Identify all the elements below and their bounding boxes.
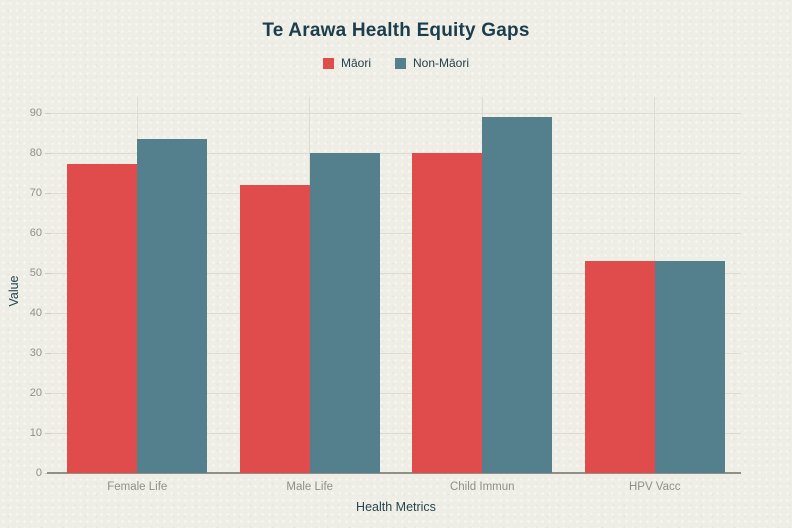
y-tick-label: 30 — [29, 347, 42, 359]
y-tick-label: 60 — [29, 227, 42, 239]
bar-maori-child-immun — [412, 153, 483, 473]
legend-item-non-maori[interactable]: Non-Māori — [395, 56, 469, 70]
y-tick-mark — [45, 192, 51, 194]
gridline-h — [51, 392, 741, 394]
bar-non-maori-female-life — [137, 139, 208, 473]
bar-non-maori-child-immun — [482, 117, 553, 473]
y-tick-mark — [45, 312, 51, 314]
gridline-h — [51, 152, 741, 154]
chart-title: Te Arawa Health Equity Gaps — [262, 20, 530, 41]
bar-maori-female-life — [67, 163, 138, 473]
y-tick-mark — [45, 152, 51, 154]
gridline-h — [51, 272, 741, 274]
y-tick-label: 0 — [35, 467, 42, 479]
y-tick-mark — [45, 112, 51, 114]
gridline-h — [51, 112, 741, 114]
gridline-h — [51, 192, 741, 194]
plot-area: 0 10 20 30 40 50 60 70 80 90 Female Life Male Life C… — [30, 97, 741, 493]
legend-item-maori[interactable]: Māori — [322, 56, 371, 70]
gridline-h — [51, 232, 741, 234]
legend-swatch-maori-icon — [322, 57, 334, 69]
y-tick-label: 20 — [29, 387, 42, 399]
y-tick-mark — [45, 272, 51, 274]
x-category-label: Female Life — [107, 481, 168, 493]
legend-swatch-non-maori-icon — [395, 57, 406, 69]
x-axis-line — [47, 472, 741, 474]
legend-label-maori: Māori — [340, 56, 371, 70]
x-category-label: Male Life — [286, 481, 334, 493]
bar-non-maori-male-life — [309, 153, 380, 473]
bar-non-maori-hpv-vacc — [654, 261, 725, 473]
y-tick-mark — [45, 432, 51, 434]
y-tick-label: 50 — [29, 267, 42, 279]
y-tick-label: 40 — [29, 307, 42, 319]
y-tick-label: 10 — [29, 427, 42, 439]
bar-maori-male-life — [239, 185, 310, 473]
y-axis-title: Value — [7, 275, 21, 307]
y-tick-mark — [45, 392, 51, 394]
x-category-label: HPV Vacc — [628, 481, 681, 493]
y-tick-label: 90 — [29, 107, 42, 119]
gridline-h — [51, 312, 741, 314]
legend: Māori Non-Māori — [0, 56, 792, 70]
bar-maori-hpv-vacc — [584, 261, 655, 473]
y-tick-label: 70 — [29, 187, 42, 199]
y-tick-mark — [45, 232, 51, 234]
gridline-h — [51, 352, 741, 354]
y-tick-mark — [45, 352, 51, 354]
x-axis-title: Health Metrics — [356, 500, 436, 514]
x-category-label: Child Immun — [449, 481, 515, 493]
legend-label-non-maori: Non-Māori — [413, 56, 470, 70]
gridline-h — [51, 432, 741, 434]
y-tick-label: 80 — [29, 147, 42, 159]
